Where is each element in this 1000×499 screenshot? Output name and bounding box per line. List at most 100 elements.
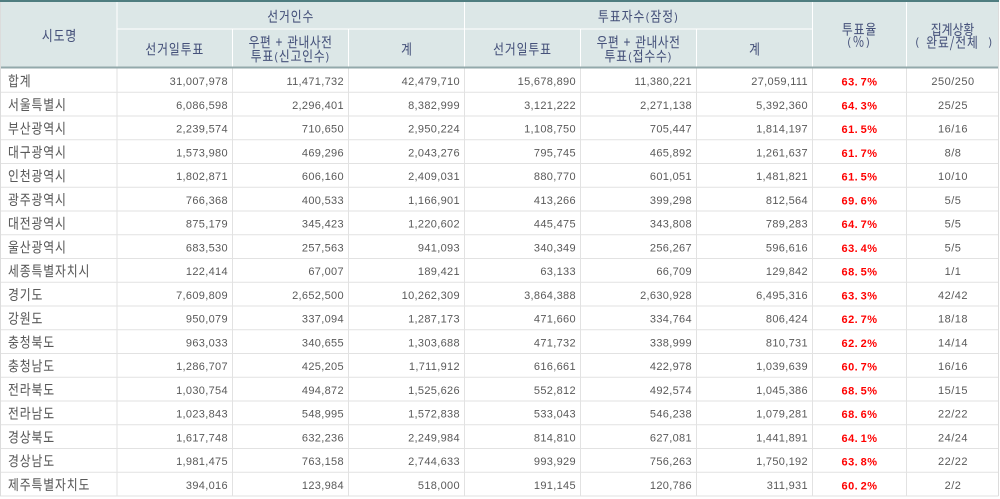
svg-text:2,950,224: 2,950,224 <box>408 124 460 136</box>
svg-text:42,479,710: 42,479,710 <box>402 76 460 88</box>
svg-text:683,530: 683,530 <box>186 242 228 254</box>
svg-text:812,564: 812,564 <box>766 195 808 207</box>
svg-text:601,051: 601,051 <box>650 171 692 183</box>
svg-text:471,660: 471,660 <box>534 314 576 326</box>
svg-text:10,262,309: 10,262,309 <box>402 290 460 302</box>
svg-text:2,652,500: 2,652,500 <box>292 290 344 302</box>
svg-text:6,086,598: 6,086,598 <box>176 100 228 112</box>
svg-text:11,380,221: 11,380,221 <box>634 76 691 88</box>
svg-text:25/25: 25/25 <box>938 100 968 112</box>
svg-text:3,121,222: 3,121,222 <box>524 100 576 112</box>
svg-text:814,810: 814,810 <box>534 432 576 444</box>
svg-text:413,266: 413,266 <box>534 195 576 207</box>
svg-text:10/10: 10/10 <box>938 171 968 183</box>
svg-text:6,495,316: 6,495,316 <box>756 290 808 302</box>
svg-text:67,007: 67,007 <box>308 266 344 278</box>
svg-text:2,271,138: 2,271,138 <box>640 100 692 112</box>
svg-text:256,267: 256,267 <box>650 242 692 254</box>
svg-text:5/5: 5/5 <box>945 219 962 231</box>
svg-text:399,298: 399,298 <box>650 195 692 207</box>
svg-text:1,166,901: 1,166,901 <box>408 195 460 207</box>
svg-text:422,978: 422,978 <box>650 361 692 373</box>
svg-text:1,039,639: 1,039,639 <box>756 361 808 373</box>
svg-text:340,655: 340,655 <box>302 337 344 349</box>
svg-text:963,033: 963,033 <box>186 337 228 349</box>
svg-text:31,007,978: 31,007,978 <box>170 76 228 88</box>
svg-text:875,179: 875,179 <box>186 219 228 231</box>
svg-text:1/1: 1/1 <box>945 266 962 278</box>
svg-text:606,160: 606,160 <box>302 171 344 183</box>
svg-text:596,616: 596,616 <box>766 242 808 254</box>
svg-text:2/2: 2/2 <box>945 480 962 492</box>
svg-text:1,441,891: 1,441,891 <box>756 432 808 444</box>
svg-text:24/24: 24/24 <box>938 432 968 444</box>
svg-text:1,750,192: 1,750,192 <box>756 456 808 468</box>
svg-text:632,236: 632,236 <box>302 432 344 444</box>
svg-text:15,678,890: 15,678,890 <box>518 76 576 88</box>
svg-text:22/22: 22/22 <box>938 409 968 421</box>
svg-text:1,286,707: 1,286,707 <box>176 361 228 373</box>
svg-text:1,023,843: 1,023,843 <box>176 409 228 421</box>
svg-text:1,802,871: 1,802,871 <box>176 171 228 183</box>
svg-text:1,617,748: 1,617,748 <box>176 432 228 444</box>
svg-text:465,892: 465,892 <box>650 147 692 159</box>
svg-text:7,609,809: 7,609,809 <box>176 290 228 302</box>
svg-text:343,808: 343,808 <box>650 219 692 231</box>
svg-text:766,368: 766,368 <box>186 195 228 207</box>
svg-text:338,999: 338,999 <box>650 337 692 349</box>
svg-text:1,814,197: 1,814,197 <box>756 124 808 136</box>
svg-text:546,238: 546,238 <box>650 409 692 421</box>
svg-text:16/16: 16/16 <box>938 124 968 136</box>
svg-text:548,995: 548,995 <box>302 409 344 421</box>
svg-text:1,573,980: 1,573,980 <box>176 147 228 159</box>
svg-text:18/18: 18/18 <box>938 314 968 326</box>
svg-text:337,094: 337,094 <box>302 314 344 326</box>
svg-text:1,303,688: 1,303,688 <box>408 337 460 349</box>
svg-text:5,392,360: 5,392,360 <box>756 100 808 112</box>
svg-text:1,220,602: 1,220,602 <box>408 219 460 231</box>
svg-text:993,929: 993,929 <box>534 456 576 468</box>
svg-text:123,984: 123,984 <box>302 480 344 492</box>
svg-text:129,842: 129,842 <box>766 266 808 278</box>
svg-text:2,296,401: 2,296,401 <box>292 100 344 112</box>
svg-text:257,563: 257,563 <box>302 242 344 254</box>
svg-text:3,864,388: 3,864,388 <box>524 290 576 302</box>
svg-text:14/14: 14/14 <box>938 337 968 349</box>
svg-text:705,447: 705,447 <box>650 124 692 136</box>
svg-text:1,572,838: 1,572,838 <box>408 409 460 421</box>
svg-text:1,045,386: 1,045,386 <box>756 385 808 397</box>
svg-text:469,296: 469,296 <box>302 147 344 159</box>
svg-text:471,732: 471,732 <box>534 337 576 349</box>
svg-text:2,239,574: 2,239,574 <box>176 124 228 136</box>
svg-text:334,764: 334,764 <box>650 314 692 326</box>
svg-text:8/8: 8/8 <box>945 147 962 159</box>
svg-text:2,409,031: 2,409,031 <box>408 171 460 183</box>
svg-text:15/15: 15/15 <box>938 385 968 397</box>
svg-text:492,574: 492,574 <box>650 385 692 397</box>
svg-text:616,661: 616,661 <box>534 361 576 373</box>
svg-text:5/5: 5/5 <box>945 195 962 207</box>
svg-text:250/250: 250/250 <box>931 76 974 88</box>
svg-text:345,423: 345,423 <box>302 219 344 231</box>
svg-text:66,709: 66,709 <box>656 266 692 278</box>
svg-text:710,650: 710,650 <box>302 124 344 136</box>
svg-text:533,043: 533,043 <box>534 409 576 421</box>
svg-text:311,931: 311,931 <box>767 480 808 492</box>
svg-text:122,414: 122,414 <box>186 266 228 278</box>
svg-text:42/42: 42/42 <box>938 290 968 302</box>
svg-text:2,744,633: 2,744,633 <box>408 456 460 468</box>
svg-text:494,872: 494,872 <box>302 385 344 397</box>
svg-text:1,261,637: 1,261,637 <box>756 147 808 159</box>
svg-text:795,745: 795,745 <box>534 147 576 159</box>
svg-text:1,711,912: 1,711,912 <box>409 361 460 373</box>
svg-text:950,079: 950,079 <box>186 314 228 326</box>
svg-text:340,349: 340,349 <box>534 242 576 254</box>
svg-text:1,481,821: 1,481,821 <box>756 171 808 183</box>
svg-text:2,043,276: 2,043,276 <box>408 147 460 159</box>
svg-text:552,812: 552,812 <box>534 385 576 397</box>
svg-text:1,287,173: 1,287,173 <box>408 314 460 326</box>
svg-text:941,093: 941,093 <box>418 242 460 254</box>
svg-text:400,533: 400,533 <box>302 195 344 207</box>
svg-text:756,263: 756,263 <box>650 456 692 468</box>
svg-text:120,786: 120,786 <box>650 480 692 492</box>
